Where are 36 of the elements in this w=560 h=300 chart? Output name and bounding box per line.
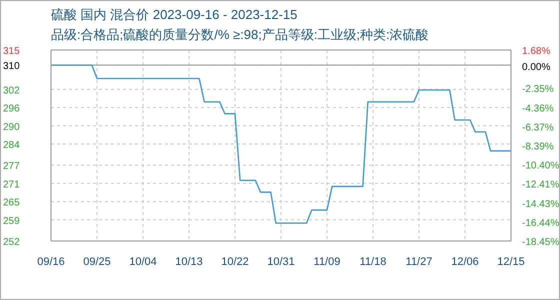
y2-tick-label: 1.68%: [522, 46, 550, 57]
y2-tick-label: -10.40%: [522, 160, 560, 172]
y-tick-label: 252: [3, 237, 20, 248]
x-tick-label: 12/06: [451, 256, 479, 268]
y-tick-label: 296: [3, 104, 20, 115]
x-tick-label: 10/22: [221, 256, 249, 268]
y-tick-label: 310: [3, 61, 20, 72]
y-tick-label: 315: [3, 46, 20, 57]
y2-tick-label: 0.00%: [522, 62, 550, 73]
chart-title: 硫酸 国内 混合价 2023-09-16 - 2023-12-15: [51, 6, 298, 24]
line-series: [51, 64, 511, 224]
x-tick-label: 09/25: [83, 256, 111, 268]
chart-subtitle: 品级:合格品;硫酸的质量分数/% ≥:98;产品等级:工业级;种类:浓硫酸: [51, 26, 429, 44]
y-tick-label: 284: [3, 140, 20, 151]
y2-tick-label: -4.36%: [522, 103, 554, 114]
y2-tick-label: -6.37%: [522, 122, 554, 134]
x-tick-label: 10/13: [175, 256, 203, 268]
y2-tick-label: -14.43%: [522, 198, 560, 210]
x-tick-label: 11/09: [314, 256, 340, 268]
y-tick-label: 265: [3, 198, 20, 209]
y2-tick-label: -18.45%: [522, 237, 560, 248]
x-tick-label: 11/27: [406, 256, 432, 268]
x-tick-label: 12/15: [497, 256, 525, 268]
x-tick-label: 11/18: [360, 256, 386, 268]
x-tick-label: 10/31: [267, 256, 295, 268]
y2-tick-label: -2.35%: [522, 84, 554, 96]
y-tick-label: 302: [3, 85, 20, 96]
x-tick-label: 09/16: [37, 256, 65, 268]
x-tick-label: 10/04: [129, 256, 157, 268]
y-tick-label: 271: [3, 179, 20, 190]
y-tick-label: 290: [3, 122, 20, 133]
y2-tick-label: -16.44%: [522, 218, 560, 229]
y-tick-label: 277: [3, 161, 20, 172]
y-tick-label: 259: [3, 216, 20, 227]
y2-tick-label: -12.41%: [522, 180, 560, 191]
y2-tick-label: -8.39%: [522, 142, 554, 153]
